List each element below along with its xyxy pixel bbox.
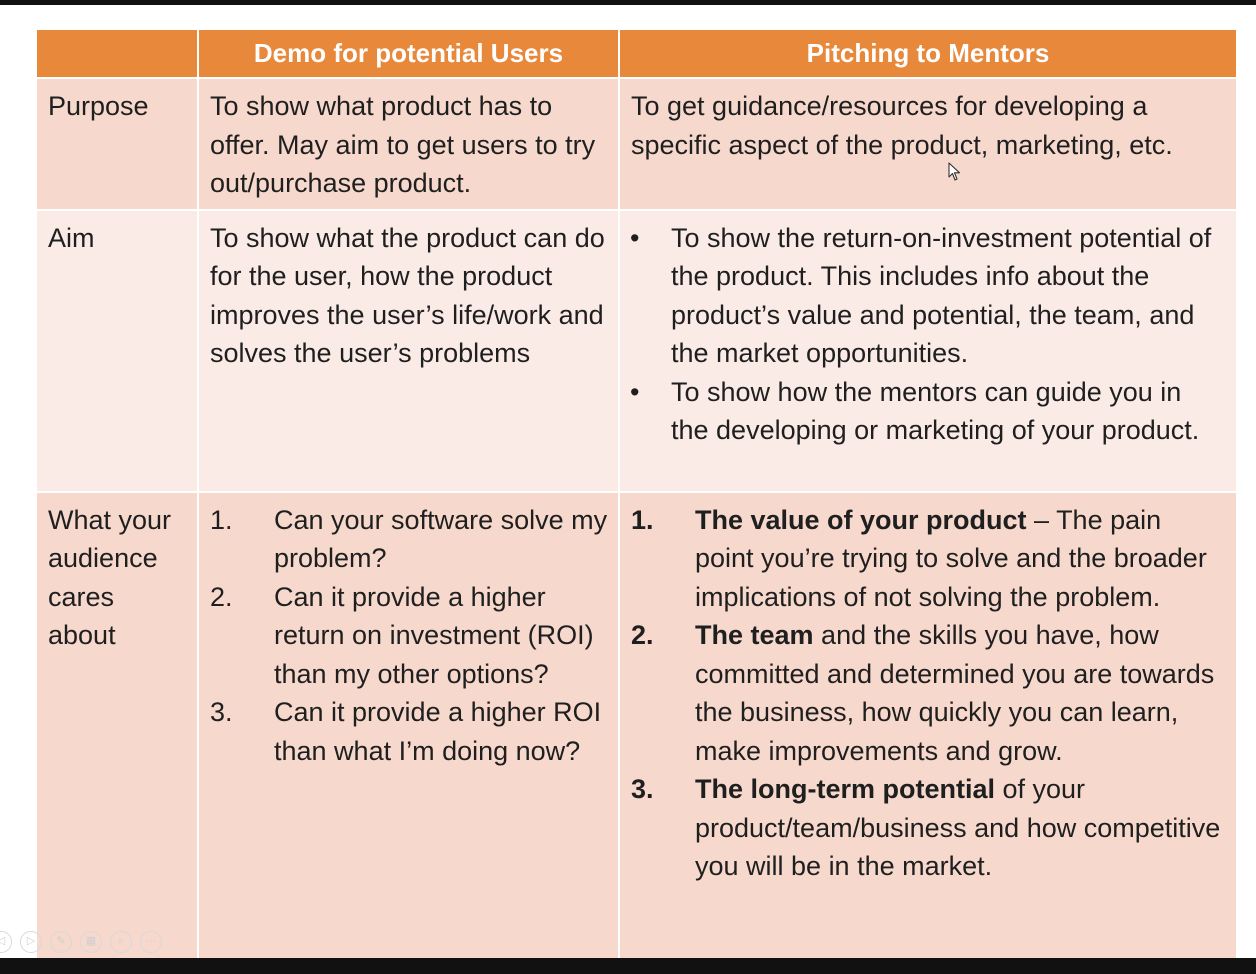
cares-demo-cell: 1. Can your software solve my problem? 2.… [197, 490, 620, 965]
table-row-purpose: Purpose To show what product has to offe… [35, 77, 1238, 211]
aim-demo-cell: To show what the product can do for the … [197, 208, 620, 493]
list-item: 2. Can it provide a higher return on inve… [210, 581, 594, 689]
list-item: 3. The long-term potential of your produc… [631, 774, 1221, 881]
table-row-aim: Aim To show what the product can do for … [35, 208, 1238, 493]
next-slide-icon[interactable]: ▷ [20, 931, 42, 953]
zoom-icon[interactable]: ⌕ [110, 931, 132, 953]
pitch-priorities-list: 1. The value of your product – The pain p… [631, 501, 1226, 886]
header-pitching-mentors: Pitching to Mentors [618, 28, 1238, 79]
aim-pitch-bullets: • To show the return-on-investment potent… [630, 219, 1226, 450]
bottom-frame-bar [0, 958, 1256, 974]
pen-icon[interactable]: ✎ [50, 931, 72, 953]
header-demo-users: Demo for potential Users [197, 28, 620, 79]
row-label-cares: What your audience cares about [35, 490, 199, 965]
top-frame-bar [0, 0, 1256, 5]
purpose-pitch-cell: To get guidance/resources for developing… [618, 77, 1238, 211]
bullet-dot: • [630, 376, 640, 407]
list-item: 3. Can it provide a higher ROI than what … [210, 697, 602, 766]
previous-slide-icon[interactable]: ◁ [0, 931, 12, 953]
list-item: 1. The value of your product – The pain p… [631, 504, 1207, 612]
bullet-item: • To show how the mentors can guide you i… [630, 373, 1226, 450]
slides-grid-icon[interactable]: ▦ [80, 931, 102, 953]
more-options-icon[interactable]: ··· [140, 931, 162, 953]
bullet-dot: • [630, 222, 640, 253]
slideshow-controls: ◁ ▷ ✎ ▦ ⌕ ··· [0, 931, 162, 955]
table-header-row: Demo for potential Users Pitching to Men… [35, 28, 1238, 79]
list-item: 1. Can your software solve my problem? [210, 504, 608, 574]
row-label-aim: Aim [35, 208, 199, 493]
list-item: 2. The team and the skills you have, how … [631, 620, 1215, 766]
header-corner-cell [35, 28, 199, 79]
row-label-purpose: Purpose [35, 77, 199, 211]
purpose-demo-cell: To show what product has to offer. May a… [197, 77, 620, 211]
table-row-cares: What your audience cares about 1. Can you… [35, 490, 1238, 965]
bullet-item: • To show the return-on-investment potent… [630, 219, 1226, 373]
comparison-table: Demo for potential Users Pitching to Men… [35, 28, 1238, 965]
cares-pitch-cell: 1. The value of your product – The pain p… [618, 490, 1238, 965]
aim-pitch-cell: • To show the return-on-investment potent… [618, 208, 1238, 493]
demo-questions-list: 1. Can your software solve my problem? 2.… [210, 501, 608, 771]
mouse-pointer-icon [948, 162, 961, 181]
